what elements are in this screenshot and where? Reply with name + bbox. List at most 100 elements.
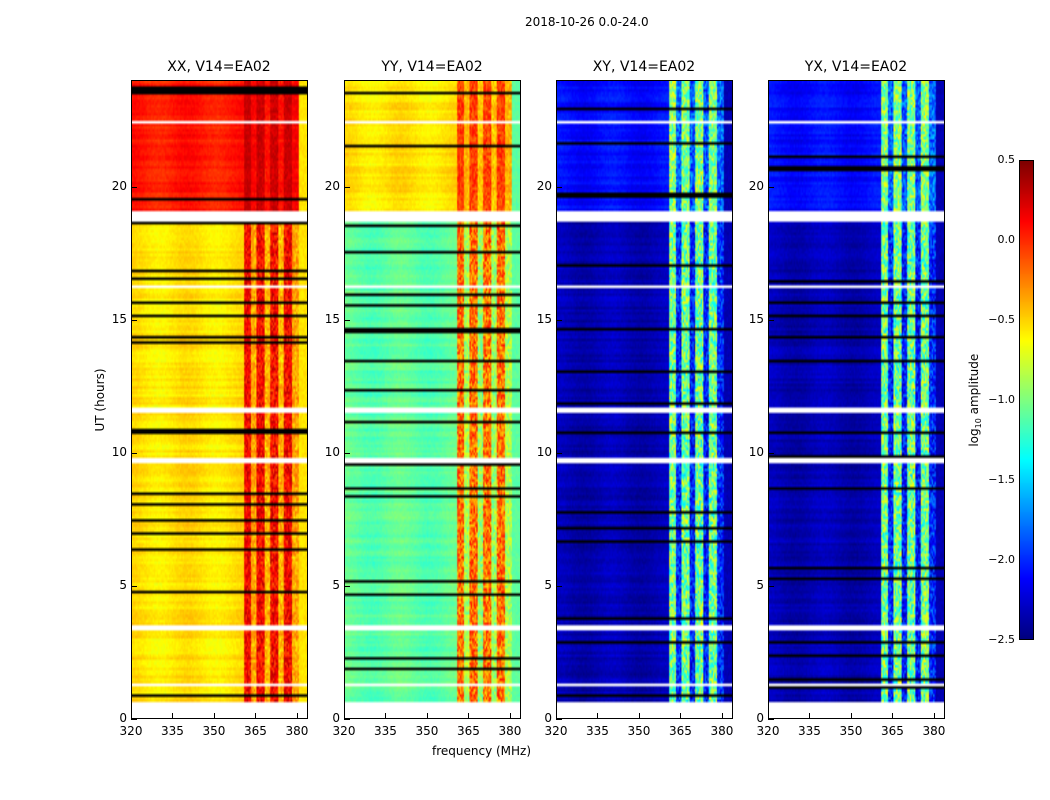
- y-tick-mark: [768, 319, 774, 321]
- x-tick-mark: [172, 713, 174, 719]
- y-tick-mark: [131, 719, 137, 720]
- x-tick-label: 350: [627, 724, 651, 738]
- y-tick-mark: [344, 719, 350, 720]
- y-tick-mark: [556, 186, 562, 188]
- x-tick-mark: [597, 713, 599, 719]
- y-tick-mark: [344, 186, 350, 188]
- y-tick-label: 15: [324, 311, 340, 326]
- x-tick-label: 320: [544, 724, 568, 738]
- x-tick-mark: [344, 713, 345, 719]
- y-tick-mark: [556, 719, 562, 720]
- x-tick-label: 380: [710, 724, 734, 738]
- figure-title: 2018-10-26 0.0-24.0: [525, 15, 649, 29]
- colorbar-tick-label: −0.5: [988, 313, 1015, 326]
- y-tick-mark: [344, 319, 350, 321]
- y-tick-mark: [131, 186, 137, 188]
- y-axis-label: UT (hours): [93, 368, 107, 432]
- y-tick-mark: [556, 452, 562, 454]
- x-tick-mark: [426, 713, 428, 719]
- x-tick-label: 365: [669, 724, 692, 738]
- heatmap-cells: [769, 81, 944, 718]
- x-tick-mark: [892, 713, 894, 719]
- x-tick-mark: [213, 713, 215, 719]
- x-tick-mark: [638, 713, 640, 719]
- colorbar-tick-label: 0.5: [997, 153, 1016, 166]
- colorbar: [1019, 160, 1034, 640]
- y-tick-mark: [768, 719, 774, 720]
- x-tick-label: 380: [922, 724, 946, 738]
- x-tick-label: 380: [285, 724, 309, 738]
- heatmap-cells: [557, 81, 732, 718]
- y-tick-label: 15: [748, 311, 764, 326]
- x-tick-mark: [721, 713, 723, 719]
- x-tick-mark: [809, 713, 811, 719]
- heatmap-panel: [768, 80, 945, 719]
- y-tick-label: 0: [119, 711, 127, 725]
- y-tick-label: 10: [111, 444, 127, 459]
- y-tick-label: 0: [332, 711, 340, 725]
- x-tick-mark: [850, 713, 852, 719]
- x-tick-mark: [296, 713, 298, 719]
- x-tick-label: 335: [161, 724, 184, 738]
- y-tick-label: 0: [544, 711, 552, 725]
- heatmap-panel: [131, 80, 308, 719]
- x-tick-label: 365: [244, 724, 267, 738]
- panel-title: YX, V14=EA02: [804, 59, 908, 75]
- x-tick-mark: [680, 713, 682, 719]
- x-tick-label: 350: [415, 724, 439, 738]
- x-tick-label: 320: [119, 724, 143, 738]
- y-tick-label: 15: [111, 311, 127, 326]
- y-tick-mark: [556, 319, 562, 321]
- x-tick-mark: [468, 713, 470, 719]
- y-tick-mark: [768, 186, 774, 188]
- x-tick-mark: [509, 713, 511, 719]
- panel-title: XX, V14=EA02: [167, 59, 271, 75]
- y-tick-label: 15: [536, 311, 552, 326]
- colorbar-tick-label: 0.0: [997, 233, 1016, 246]
- y-tick-mark: [768, 452, 774, 454]
- y-tick-mark: [131, 585, 137, 587]
- y-tick-mark: [556, 585, 562, 587]
- y-tick-label: 0: [756, 711, 764, 725]
- x-tick-label: 350: [839, 724, 863, 738]
- heatmap-cells: [132, 81, 307, 718]
- y-tick-label: 20: [111, 178, 127, 193]
- y-tick-label: 5: [332, 577, 340, 592]
- x-tick-mark: [255, 713, 257, 719]
- x-tick-mark: [556, 713, 557, 719]
- x-tick-label: 320: [332, 724, 356, 738]
- x-tick-label: 335: [798, 724, 821, 738]
- colorbar-label: log10 amplitude: [966, 353, 984, 447]
- panel-title: XY, V14=EA02: [592, 59, 696, 75]
- y-tick-label: 20: [324, 178, 340, 193]
- y-tick-label: 5: [544, 577, 552, 592]
- heatmap-cells: [345, 81, 520, 718]
- x-tick-label: 365: [881, 724, 904, 738]
- x-tick-label: 335: [586, 724, 609, 738]
- y-tick-label: 5: [119, 577, 127, 592]
- x-tick-label: 320: [756, 724, 780, 738]
- panel-title: YY, V14=EA02: [381, 59, 483, 75]
- x-axis-label: frequency (MHz): [432, 744, 532, 758]
- x-tick-mark: [385, 713, 387, 719]
- colorbar-tick-label: −1.0: [988, 393, 1015, 406]
- x-tick-mark: [768, 713, 769, 719]
- x-tick-label: 380: [498, 724, 522, 738]
- heatmap-panel: [344, 80, 521, 719]
- x-tick-mark: [933, 713, 935, 719]
- colorbar-tick-label: −2.5: [988, 633, 1015, 646]
- x-tick-label: 335: [374, 724, 397, 738]
- y-tick-label: 10: [748, 444, 764, 459]
- x-tick-mark: [131, 713, 132, 719]
- y-tick-mark: [131, 319, 137, 321]
- y-tick-mark: [131, 452, 137, 454]
- x-tick-label: 365: [457, 724, 480, 738]
- colorbar-tick-label: −2.0: [988, 553, 1015, 566]
- y-tick-label: 20: [536, 178, 552, 193]
- colorbar-tick-label: −1.5: [988, 473, 1015, 486]
- y-tick-mark: [344, 452, 350, 454]
- y-tick-mark: [344, 585, 350, 587]
- x-tick-label: 350: [202, 724, 226, 738]
- heatmap-panel: [556, 80, 733, 719]
